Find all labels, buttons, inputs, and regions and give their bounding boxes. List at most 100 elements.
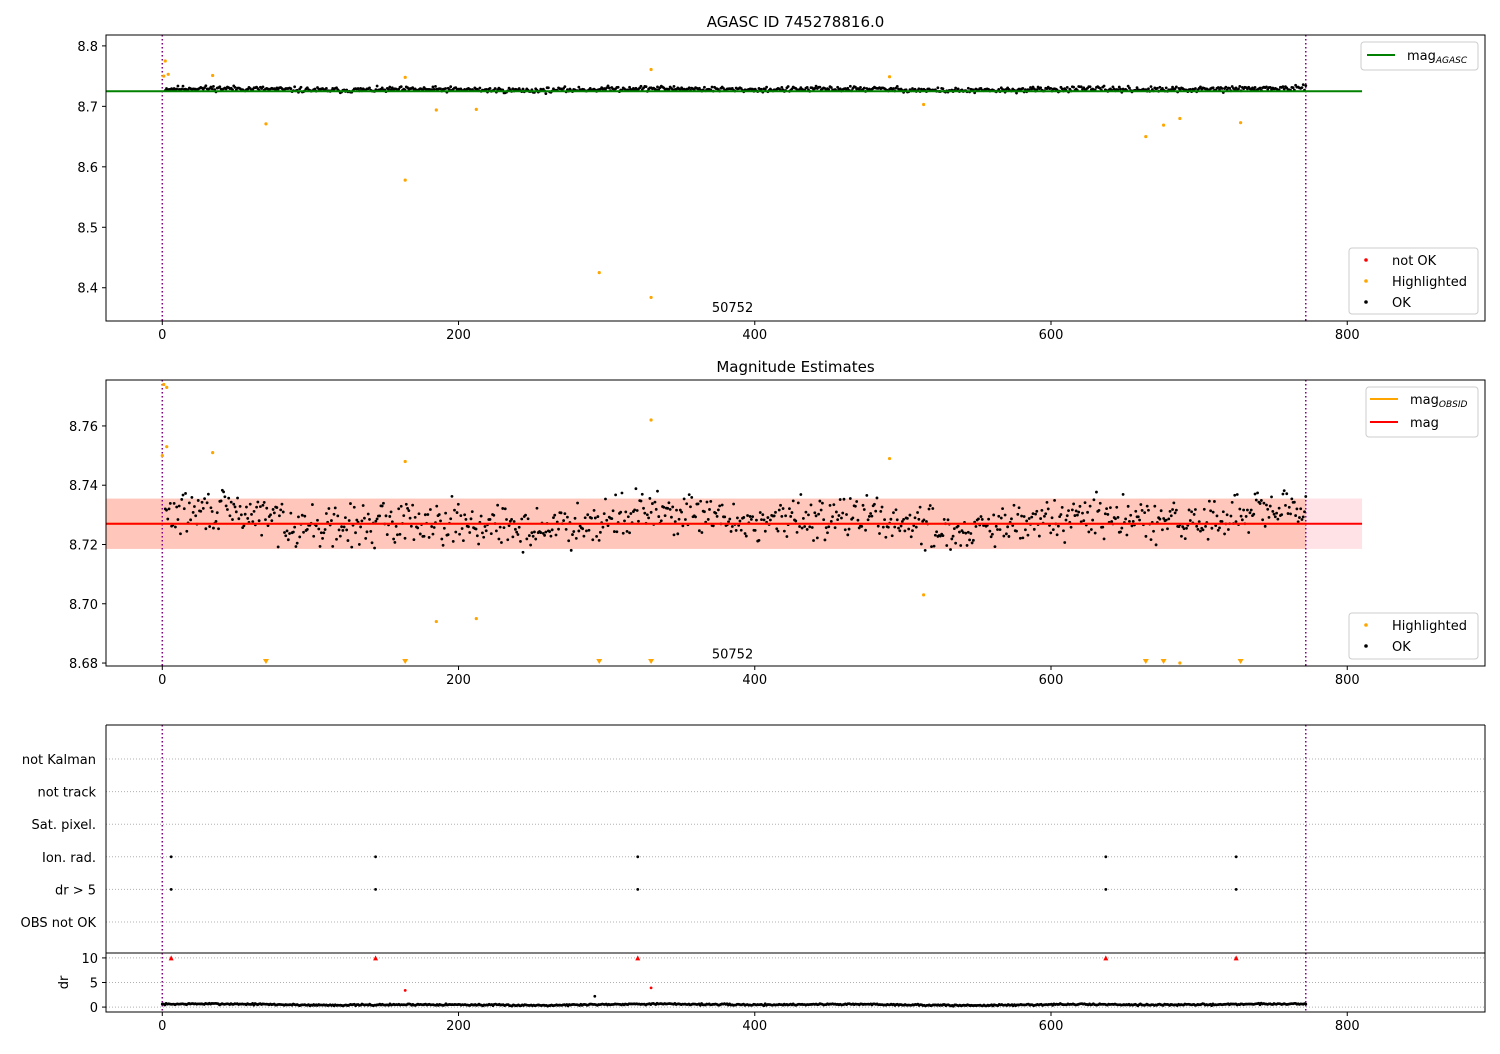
ok-point (659, 519, 663, 523)
ok-point (337, 528, 341, 532)
ok-point (1034, 512, 1037, 516)
ok-point (459, 514, 463, 518)
ok-point (605, 518, 609, 522)
ok-point (1196, 527, 1200, 531)
highlighted-point (403, 75, 407, 79)
ok-point (305, 527, 309, 531)
ok-point (748, 515, 752, 518)
ok-point (293, 525, 297, 529)
ok-point (1018, 536, 1022, 540)
ok-point (1086, 510, 1089, 514)
ok-point (428, 508, 432, 511)
ok-point (506, 538, 510, 542)
ok-point (869, 512, 873, 515)
ok-point (846, 533, 850, 537)
ok-point (1180, 534, 1183, 538)
ok-point (969, 532, 973, 535)
ok-point (1051, 528, 1055, 531)
ok-point (1058, 515, 1062, 519)
ok-point (886, 525, 890, 529)
ok-point (680, 510, 683, 514)
ok-point (878, 532, 881, 535)
ok-point (502, 526, 506, 530)
ok-point (602, 512, 606, 516)
ok-point (264, 518, 267, 522)
ok-point (534, 537, 538, 541)
y-tick-label: 8.8 (77, 40, 98, 55)
ok-point (1272, 512, 1276, 516)
ok-point (1030, 515, 1034, 519)
panel-agasc: AGASC ID 745278816.0 50752 0 200 400 600 800 8.… (77, 13, 1486, 343)
ok-point (456, 502, 460, 506)
ok-point (1032, 527, 1036, 531)
ok-point (406, 507, 409, 510)
ok-point (591, 538, 595, 542)
highlighted-point (1144, 134, 1148, 139)
ok-point (892, 87, 895, 90)
ok-point (397, 507, 401, 511)
ok-point (774, 510, 777, 514)
ok-point (1063, 541, 1067, 544)
ok-point (530, 531, 534, 535)
ok-point (432, 526, 436, 529)
ok-point (250, 512, 253, 516)
ok-point (914, 525, 918, 529)
ok-point (912, 524, 916, 527)
ok-point (818, 499, 822, 503)
ok-point (582, 534, 586, 538)
ok-point (289, 87, 293, 91)
ok-point (1126, 504, 1130, 508)
ok-point (189, 518, 193, 522)
ok-point (1079, 520, 1083, 524)
ok-point (229, 500, 233, 504)
ok-point (1088, 504, 1092, 508)
ok-point (1221, 510, 1225, 514)
ok-point (1267, 516, 1271, 519)
ok-point (946, 518, 950, 522)
x-tick-label: 0 (158, 328, 166, 343)
ok-point (289, 511, 293, 515)
ok-point (808, 525, 812, 529)
ok-point (396, 533, 399, 537)
ok-point (390, 520, 394, 524)
ok-point (1253, 492, 1257, 496)
ok-point (1015, 529, 1018, 533)
legend-dot-swatch (1364, 300, 1368, 304)
ok-point (422, 534, 426, 538)
ok-point (991, 532, 994, 536)
ok-point (262, 501, 266, 504)
plot-area: 50752 (106, 380, 1363, 666)
ok-point (294, 545, 298, 548)
ok-point (375, 84, 379, 88)
ok-point (181, 84, 185, 88)
ok-point (291, 530, 295, 534)
ok-point (970, 541, 974, 545)
ok-point (439, 87, 442, 91)
ok-point (1300, 518, 1304, 521)
ok-point (690, 495, 694, 499)
ok-point (761, 513, 765, 517)
x-tick-label: 400 (742, 1019, 767, 1034)
ok-point (606, 524, 610, 528)
ok-point (550, 528, 554, 532)
ok-point (1105, 507, 1108, 511)
ok-point (676, 532, 680, 536)
ok-point (822, 518, 826, 522)
ok-point (1242, 508, 1246, 512)
ok-point (223, 495, 227, 499)
ok-point (474, 527, 478, 531)
ok-point (255, 505, 258, 509)
ok-point (288, 532, 291, 535)
ok-point (1197, 520, 1201, 524)
ok-point (851, 516, 855, 520)
flag-point (374, 888, 377, 891)
legend-dot-swatch (1364, 623, 1368, 627)
ok-point (862, 508, 866, 511)
ok-point (1144, 534, 1148, 538)
ok-point (971, 538, 975, 542)
ok-point (1091, 518, 1095, 522)
ok-point (625, 530, 629, 533)
ok-point (987, 517, 991, 521)
